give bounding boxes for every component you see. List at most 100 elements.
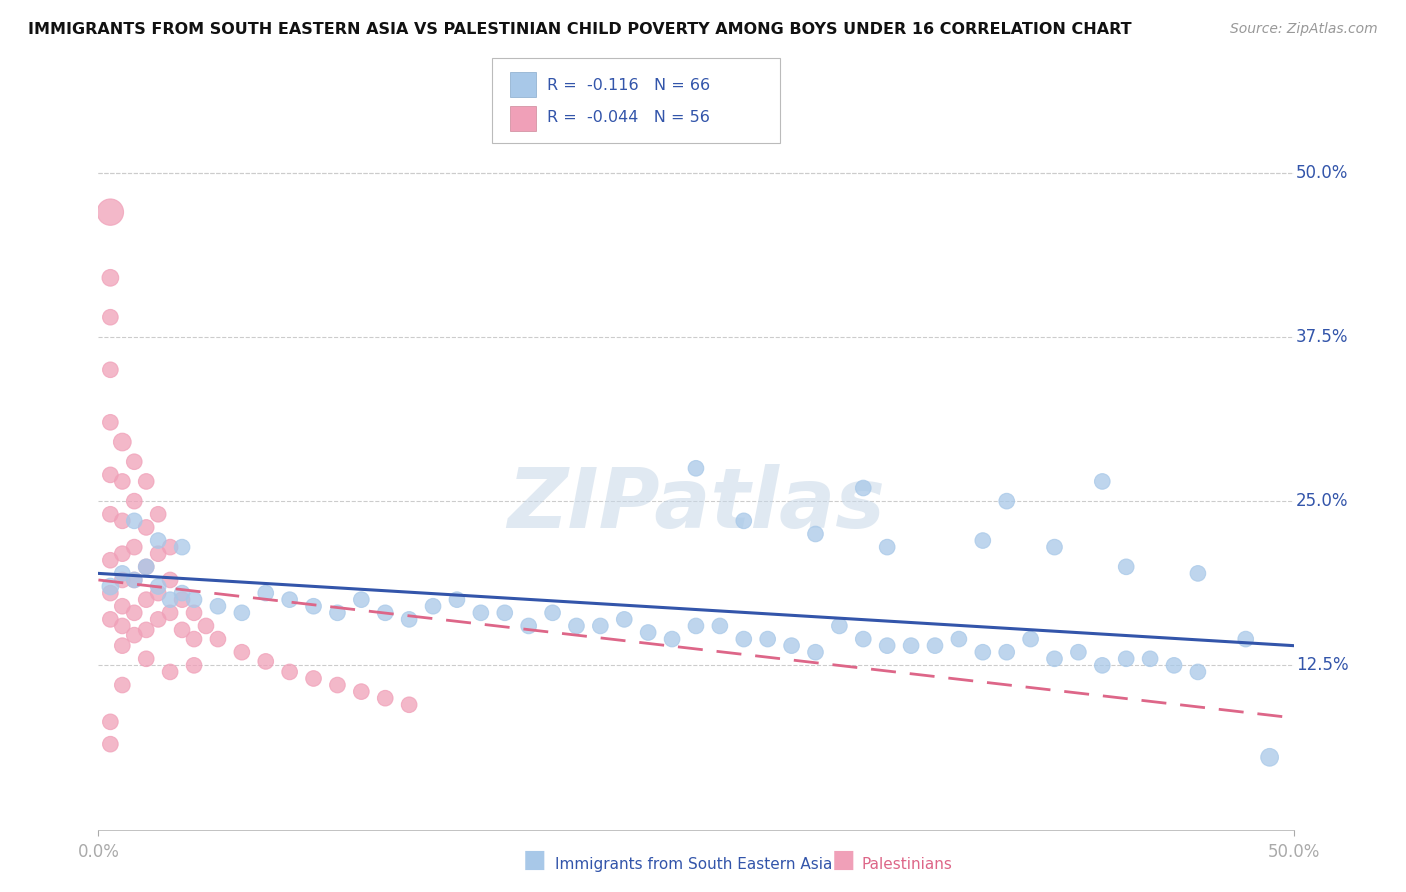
Point [98, 467, 122, 482]
Point [326, 678, 349, 692]
Point [135, 592, 157, 607]
Point [111, 678, 134, 692]
Point [1043, 652, 1066, 666]
Text: 25.0%: 25.0% [1296, 492, 1348, 510]
Point [828, 619, 851, 633]
Point [183, 632, 205, 646]
Point [98, 270, 122, 285]
Point [350, 592, 373, 607]
Point [852, 632, 875, 646]
Point [111, 475, 134, 489]
Point [374, 606, 396, 620]
Point [278, 592, 301, 607]
Point [326, 606, 349, 620]
Point [541, 606, 564, 620]
Point [98, 612, 122, 626]
Point [494, 606, 516, 620]
Text: Source: ZipAtlas.com: Source: ZipAtlas.com [1230, 22, 1378, 37]
Point [98, 415, 122, 429]
Text: ■: ■ [523, 848, 546, 872]
Point [111, 566, 134, 581]
Point [709, 619, 731, 633]
Point [780, 639, 803, 653]
Point [756, 632, 779, 646]
Point [148, 547, 170, 561]
Point [685, 619, 707, 633]
Point [876, 639, 898, 653]
Point [1043, 540, 1066, 554]
Point [422, 599, 444, 614]
Point [195, 619, 218, 633]
Point [231, 606, 253, 620]
Point [876, 540, 898, 554]
Point [995, 494, 1018, 508]
Point [1115, 652, 1137, 666]
Point [1163, 658, 1185, 673]
Text: 12.5%: 12.5% [1296, 657, 1348, 674]
Text: ZIPatlas: ZIPatlas [508, 464, 884, 545]
Point [661, 632, 683, 646]
Point [1091, 658, 1114, 673]
Point [159, 592, 181, 607]
Point [1187, 665, 1209, 679]
Point [124, 514, 146, 528]
Point [111, 514, 134, 528]
Point [148, 508, 170, 522]
Point [148, 612, 170, 626]
Text: 50.0%: 50.0% [1296, 164, 1348, 182]
Point [98, 586, 122, 600]
Point [111, 599, 134, 614]
Point [1187, 566, 1209, 581]
Point [207, 599, 229, 614]
Point [302, 599, 325, 614]
Point [172, 592, 194, 607]
Point [1067, 645, 1090, 659]
Point [135, 623, 157, 637]
Point [135, 652, 157, 666]
Point [98, 310, 122, 325]
Point [124, 455, 146, 469]
Point [172, 586, 194, 600]
Point [924, 639, 946, 653]
Point [183, 592, 205, 607]
Point [148, 580, 170, 594]
Point [98, 553, 122, 567]
Point [972, 533, 994, 548]
Point [159, 606, 181, 620]
Point [124, 573, 146, 587]
Point [804, 527, 827, 541]
Text: IMMIGRANTS FROM SOUTH EASTERN ASIA VS PALESTINIAN CHILD POVERTY AMONG BOYS UNDER: IMMIGRANTS FROM SOUTH EASTERN ASIA VS PA… [28, 22, 1132, 37]
Point [159, 665, 181, 679]
Text: Immigrants from South Eastern Asia: Immigrants from South Eastern Asia [555, 857, 832, 872]
Text: ■: ■ [832, 848, 855, 872]
Point [470, 606, 492, 620]
Point [98, 363, 122, 377]
Point [124, 628, 146, 642]
Point [124, 606, 146, 620]
Point [995, 645, 1018, 659]
Point [398, 612, 420, 626]
Point [733, 514, 755, 528]
Point [124, 573, 146, 587]
Point [172, 540, 194, 554]
Point [159, 573, 181, 587]
Point [254, 586, 277, 600]
Point [159, 540, 181, 554]
Text: R =  -0.116   N = 66: R = -0.116 N = 66 [547, 78, 710, 93]
Point [111, 639, 134, 653]
Point [98, 714, 122, 729]
Point [278, 665, 301, 679]
Point [613, 612, 636, 626]
Point [398, 698, 420, 712]
Point [972, 645, 994, 659]
Point [446, 592, 468, 607]
Point [111, 435, 134, 450]
Point [1234, 632, 1257, 646]
Text: Palestinians: Palestinians [862, 857, 953, 872]
Point [565, 619, 588, 633]
Point [111, 547, 134, 561]
Point [517, 619, 540, 633]
Point [148, 533, 170, 548]
Point [948, 632, 970, 646]
Point [1019, 632, 1042, 646]
